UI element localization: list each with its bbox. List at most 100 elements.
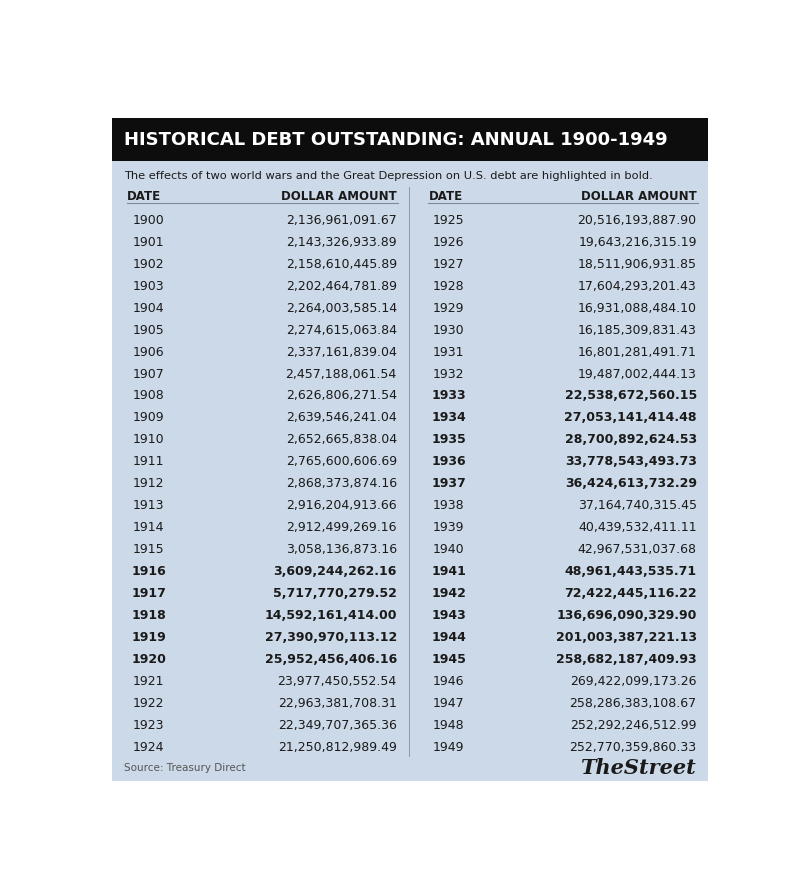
Text: 2,274,615,063.84: 2,274,615,063.84	[286, 323, 397, 337]
Text: DOLLAR AMOUNT: DOLLAR AMOUNT	[581, 190, 697, 203]
Text: 1927: 1927	[433, 257, 465, 271]
Text: 1941: 1941	[431, 565, 466, 578]
Text: 1939: 1939	[433, 521, 465, 535]
Text: 252,292,246,512.99: 252,292,246,512.99	[570, 719, 697, 732]
Text: 2,457,188,061.54: 2,457,188,061.54	[286, 367, 397, 380]
Text: 1924: 1924	[133, 740, 165, 754]
Text: 25,952,456,406.16: 25,952,456,406.16	[265, 653, 397, 666]
Text: 1942: 1942	[431, 587, 466, 601]
Text: 258,682,187,409.93: 258,682,187,409.93	[556, 653, 697, 666]
FancyBboxPatch shape	[112, 119, 708, 781]
Text: 1912: 1912	[133, 478, 165, 490]
Text: 1918: 1918	[131, 609, 166, 622]
Text: 258,286,383,108.67: 258,286,383,108.67	[570, 697, 697, 710]
Text: 2,264,003,585.14: 2,264,003,585.14	[286, 302, 397, 315]
Text: 1928: 1928	[433, 280, 465, 292]
Text: 2,202,464,781.89: 2,202,464,781.89	[286, 280, 397, 292]
Text: 1929: 1929	[433, 302, 465, 315]
Text: 3,609,244,262.16: 3,609,244,262.16	[274, 565, 397, 578]
Text: 1904: 1904	[133, 302, 165, 315]
Text: 3,058,136,873.16: 3,058,136,873.16	[286, 544, 397, 556]
Text: 72,422,445,116.22: 72,422,445,116.22	[564, 587, 697, 601]
Text: 1900: 1900	[133, 214, 165, 227]
Text: 1943: 1943	[431, 609, 466, 622]
Text: DATE: DATE	[430, 190, 463, 203]
Text: 1944: 1944	[431, 631, 466, 644]
Text: 27,390,970,113.12: 27,390,970,113.12	[265, 631, 397, 644]
Text: 36,424,613,732.29: 36,424,613,732.29	[565, 478, 697, 490]
Text: 1934: 1934	[431, 412, 466, 424]
Text: 1920: 1920	[131, 653, 166, 666]
Text: 1923: 1923	[133, 719, 165, 732]
Text: 1915: 1915	[133, 544, 165, 556]
Text: 20,516,193,887.90: 20,516,193,887.90	[578, 214, 697, 227]
Text: 1906: 1906	[133, 346, 165, 358]
Text: 252,770,359,860.33: 252,770,359,860.33	[570, 740, 697, 754]
Text: 48,961,443,535.71: 48,961,443,535.71	[565, 565, 697, 578]
Text: 269,422,099,173.26: 269,422,099,173.26	[570, 675, 697, 688]
Text: 16,185,309,831.43: 16,185,309,831.43	[578, 323, 697, 337]
Text: 1948: 1948	[433, 719, 465, 732]
Text: 136,696,090,329.90: 136,696,090,329.90	[556, 609, 697, 622]
Text: 1910: 1910	[133, 433, 165, 446]
Text: 1901: 1901	[133, 236, 165, 249]
Text: 28,700,892,624.53: 28,700,892,624.53	[565, 433, 697, 446]
Text: 1933: 1933	[431, 389, 466, 403]
Text: 1922: 1922	[133, 697, 165, 710]
Text: 2,765,600,606.69: 2,765,600,606.69	[286, 455, 397, 469]
Text: 19,643,216,315.19: 19,643,216,315.19	[578, 236, 697, 249]
Text: 1931: 1931	[433, 346, 465, 358]
Text: 1914: 1914	[133, 521, 165, 535]
Text: 1946: 1946	[433, 675, 465, 688]
Text: 27,053,141,414.48: 27,053,141,414.48	[564, 412, 697, 424]
Text: 1905: 1905	[133, 323, 165, 337]
Text: DOLLAR AMOUNT: DOLLAR AMOUNT	[281, 190, 397, 203]
Text: 201,003,387,221.13: 201,003,387,221.13	[556, 631, 697, 644]
Text: 1925: 1925	[433, 214, 465, 227]
Text: 1902: 1902	[133, 257, 165, 271]
Text: 1921: 1921	[133, 675, 165, 688]
Text: 16,801,281,491.71: 16,801,281,491.71	[578, 346, 697, 358]
Text: 1919: 1919	[131, 631, 166, 644]
Text: 42,967,531,037.68: 42,967,531,037.68	[578, 544, 697, 556]
FancyBboxPatch shape	[112, 119, 708, 160]
Text: 1909: 1909	[133, 412, 165, 424]
Text: Source: Treasury Direct: Source: Treasury Direct	[124, 763, 246, 772]
Text: 1926: 1926	[433, 236, 465, 249]
Text: 1903: 1903	[133, 280, 165, 292]
Text: 2,626,806,271.54: 2,626,806,271.54	[286, 389, 397, 403]
Text: 21,250,812,989.49: 21,250,812,989.49	[278, 740, 397, 754]
Text: 2,136,961,091.67: 2,136,961,091.67	[286, 214, 397, 227]
Text: 1940: 1940	[433, 544, 465, 556]
Text: 2,652,665,838.04: 2,652,665,838.04	[286, 433, 397, 446]
Text: 19,487,002,444.13: 19,487,002,444.13	[578, 367, 697, 380]
Text: 1949: 1949	[433, 740, 465, 754]
Text: 18,511,906,931.85: 18,511,906,931.85	[578, 257, 697, 271]
Text: 2,143,326,933.89: 2,143,326,933.89	[286, 236, 397, 249]
Text: 2,916,204,913.66: 2,916,204,913.66	[286, 499, 397, 512]
Text: 22,538,672,560.15: 22,538,672,560.15	[565, 389, 697, 403]
Text: 1935: 1935	[431, 433, 466, 446]
Text: 2,912,499,269.16: 2,912,499,269.16	[286, 521, 397, 535]
Text: 1907: 1907	[133, 367, 165, 380]
Text: 37,164,740,315.45: 37,164,740,315.45	[578, 499, 697, 512]
Text: 1930: 1930	[433, 323, 465, 337]
Text: TheStreet: TheStreet	[580, 757, 696, 778]
Text: 33,778,543,493.73: 33,778,543,493.73	[565, 455, 697, 469]
Text: 1936: 1936	[431, 455, 466, 469]
Text: 5,717,770,279.52: 5,717,770,279.52	[273, 587, 397, 601]
Text: 2,337,161,839.04: 2,337,161,839.04	[286, 346, 397, 358]
Text: The effects of two world wars and the Great Depression on U.S. debt are highligh: The effects of two world wars and the Gr…	[124, 171, 653, 181]
Text: HISTORICAL DEBT OUTSTANDING: ANNUAL 1900-1949: HISTORICAL DEBT OUTSTANDING: ANNUAL 1900…	[124, 131, 668, 149]
Text: 1945: 1945	[431, 653, 466, 666]
Text: 1908: 1908	[133, 389, 165, 403]
Text: 40,439,532,411.11: 40,439,532,411.11	[578, 521, 697, 535]
Text: 1916: 1916	[131, 565, 166, 578]
Text: 22,349,707,365.36: 22,349,707,365.36	[278, 719, 397, 732]
Text: 2,158,610,445.89: 2,158,610,445.89	[286, 257, 397, 271]
Text: 14,592,161,414.00: 14,592,161,414.00	[264, 609, 397, 622]
Text: DATE: DATE	[127, 190, 162, 203]
Text: 1932: 1932	[433, 367, 465, 380]
Text: 1917: 1917	[131, 587, 166, 601]
Text: 17,604,293,201.43: 17,604,293,201.43	[578, 280, 697, 292]
